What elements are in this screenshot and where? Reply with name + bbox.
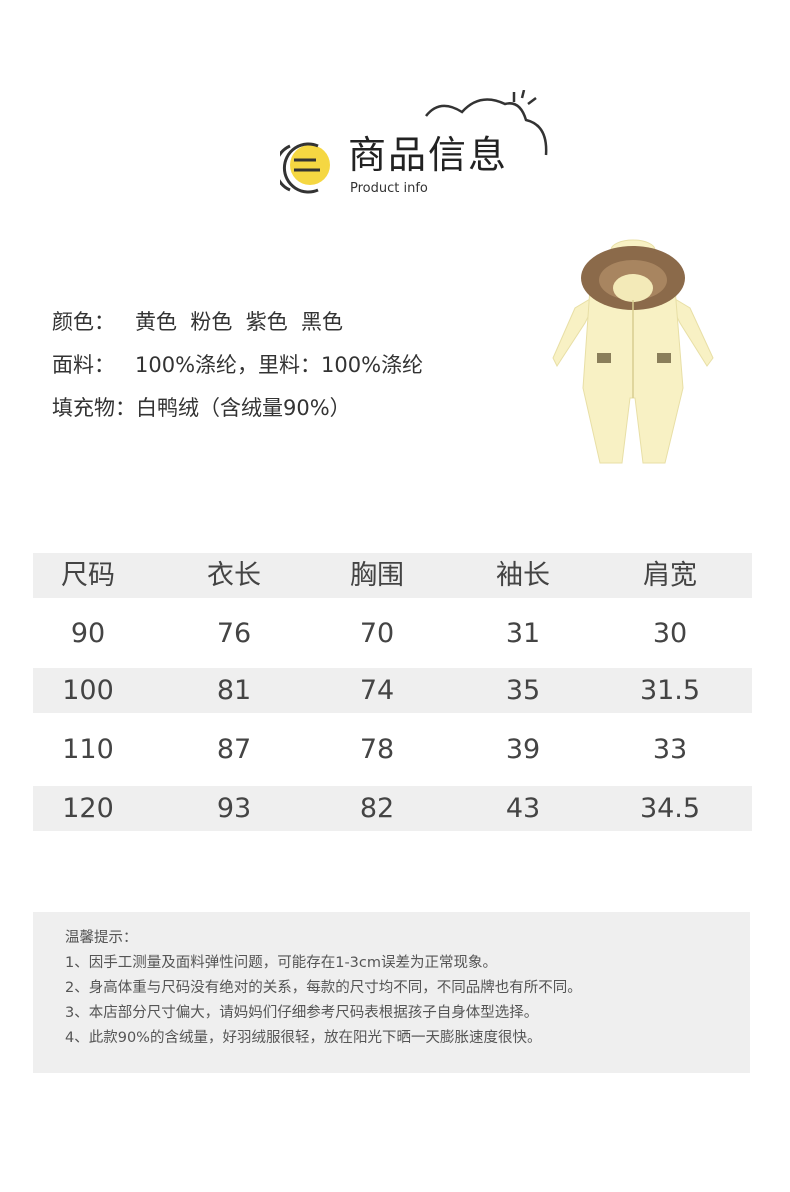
notes-title: 温馨提示： xyxy=(65,930,138,946)
spec-value: 黄色 粉色 紫色 黑色 xyxy=(135,310,344,334)
table-cell: 33 xyxy=(652,734,688,765)
spec-label: 面料： xyxy=(52,353,115,377)
column-header: 衣长 xyxy=(207,560,261,591)
table-row: 90 76 70 31 30 xyxy=(33,611,752,656)
table-cell: 31.5 xyxy=(639,675,701,706)
table-cell: 34.5 xyxy=(639,793,701,824)
column-header: 袖长 xyxy=(496,560,550,591)
column-header: 尺码 xyxy=(61,560,115,591)
spec-value: 白鸭绒（含绒量90%） xyxy=(136,396,351,420)
table-header-row: 尺码 衣长 胸围 袖长 肩宽 xyxy=(33,553,752,598)
header-decoration-icon xyxy=(280,90,548,194)
table-cell: 93 xyxy=(216,793,252,824)
table-row: 110 87 78 39 33 xyxy=(33,727,752,772)
note-item: 4、此款90%的含绒量，好羽绒服很轻，放在阳光下晒一天膨胀速度很快。 xyxy=(65,1030,542,1046)
notes-box: 温馨提示： 1、因手工测量及面料弹性问题，可能存在1-3cm误差为正常现象。 2… xyxy=(33,912,750,1073)
product-image xyxy=(552,239,714,464)
table-row: 100 81 74 35 31.5 xyxy=(33,668,752,713)
table-cell: 30 xyxy=(652,618,688,649)
spec-filling: 填充物：白鸭绒（含绒量90%） xyxy=(52,394,351,422)
table-cell: 110 xyxy=(62,734,114,765)
page-subtitle: Product info xyxy=(350,181,428,196)
column-header: 胸围 xyxy=(350,560,404,591)
table-row: 120 93 82 43 34.5 xyxy=(33,786,752,831)
table-cell: 35 xyxy=(505,675,541,706)
table-cell: 43 xyxy=(505,793,541,824)
spec-value: 100%涤纶，里料：100%涤纶 xyxy=(135,353,424,377)
table-cell: 78 xyxy=(359,734,395,765)
table-cell: 74 xyxy=(359,675,395,706)
table-cell: 90 xyxy=(70,618,106,649)
note-item: 1、因手工测量及面料弹性问题，可能存在1-3cm误差为正常现象。 xyxy=(65,955,498,971)
table-cell: 100 xyxy=(62,675,114,706)
note-item: 2、身高体重与尺码没有绝对的关系，每款的尺寸均不同，不同品牌也有所不同。 xyxy=(65,980,582,996)
table-cell: 81 xyxy=(216,675,252,706)
table-cell: 70 xyxy=(359,618,395,649)
spec-label: 颜色： xyxy=(52,310,115,334)
spec-fabric: 面料： 100%涤纶，里料：100%涤纶 xyxy=(52,351,423,379)
table-cell: 39 xyxy=(505,734,541,765)
column-header: 肩宽 xyxy=(643,560,697,591)
table-cell: 76 xyxy=(216,618,252,649)
table-cell: 31 xyxy=(505,618,541,649)
table-cell: 87 xyxy=(216,734,252,765)
spec-color: 颜色： 黄色 粉色 紫色 黑色 xyxy=(52,308,343,336)
table-cell: 120 xyxy=(62,793,114,824)
note-item: 3、本店部分尺寸偏大，请妈妈们仔细参考尺码表根据孩子自身体型选择。 xyxy=(65,1005,539,1021)
table-cell: 82 xyxy=(359,793,395,824)
spec-label: 填充物： xyxy=(52,396,136,420)
page-title: 商品信息 xyxy=(348,133,509,177)
